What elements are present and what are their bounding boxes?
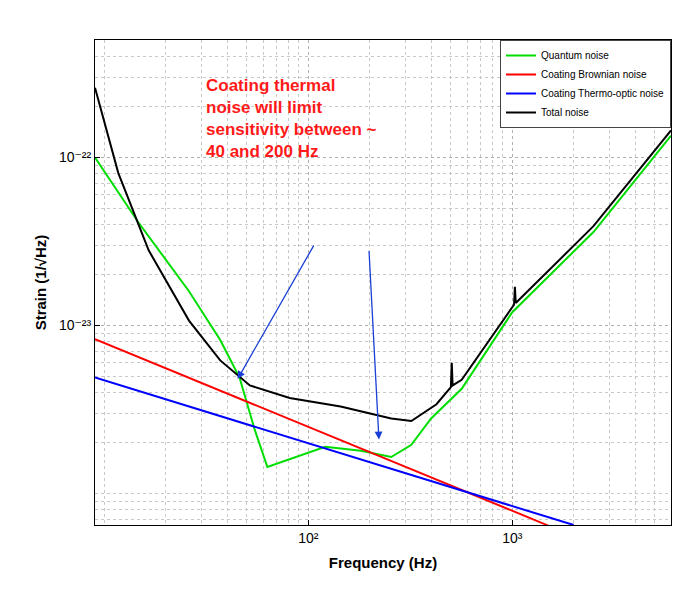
svg-text:Total noise: Total noise: [541, 107, 589, 118]
svg-text:10³: 10³: [502, 530, 523, 546]
svg-text:10²: 10²: [298, 530, 319, 546]
svg-text:10⁻²³: 10⁻²³: [59, 317, 92, 333]
svg-text:Quantum noise: Quantum noise: [541, 50, 609, 61]
svg-text:10⁻²²: 10⁻²²: [59, 149, 92, 165]
svg-text:Coating Thermo-optic noise: Coating Thermo-optic noise: [541, 88, 664, 99]
svg-text:Coating thermalnoise will limi: Coating thermalnoise will limitsensitivi…: [206, 76, 377, 161]
svg-text:Frequency (Hz): Frequency (Hz): [329, 554, 437, 571]
svg-text:Coating Brownian noise: Coating Brownian noise: [541, 69, 647, 80]
svg-text:Strain (1/√Hz): Strain (1/√Hz): [32, 235, 49, 331]
